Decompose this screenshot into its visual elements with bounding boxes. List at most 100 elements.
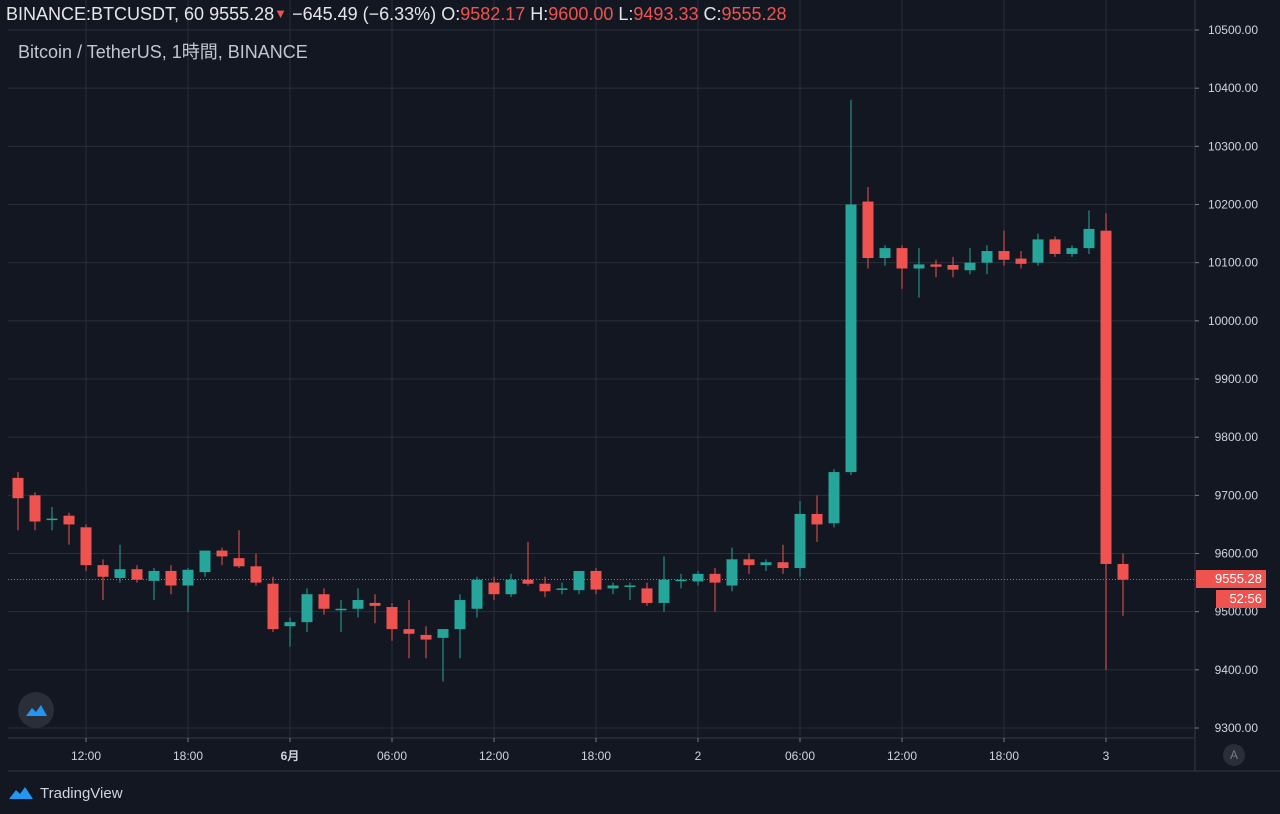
price-tick-label: 10400.00 (1208, 81, 1258, 95)
candle (964, 248, 976, 275)
candle-body (165, 570, 177, 586)
candle-body (1015, 258, 1027, 264)
auto-scale-button[interactable]: A (1223, 744, 1245, 766)
candle-body (267, 583, 279, 630)
candle-body (658, 579, 670, 603)
candle (233, 530, 245, 569)
candle (879, 245, 891, 266)
open-value: 9582.17 (460, 4, 526, 24)
candle (590, 568, 602, 595)
candle (12, 472, 24, 531)
candle (624, 582, 636, 601)
candle-body (114, 569, 126, 578)
time-tick-label: 18:00 (173, 749, 203, 763)
symbol-name[interactable]: BINANCE:BTCUSDT, (6, 4, 180, 24)
price-tick-label: 9900.00 (1215, 372, 1259, 386)
low-value: 9493.33 (633, 4, 699, 24)
candle-body (641, 588, 653, 603)
candle-body (743, 559, 755, 566)
candle (556, 582, 568, 595)
candle-body (216, 550, 228, 557)
candle (46, 506, 58, 531)
close-label: C: (703, 4, 722, 24)
footer-brand[interactable]: TradingView (8, 782, 123, 804)
time-axis[interactable]: 12:00 18:00 6月 06:00 12:00 18:00 2 06:00 12:00 18… (71, 738, 1110, 763)
candle (794, 501, 806, 577)
candle (743, 553, 755, 574)
candle-body (420, 634, 432, 640)
close-value: 9555.28 (721, 4, 787, 24)
candle-body (624, 585, 636, 587)
candle-body (828, 472, 840, 524)
candle (267, 576, 279, 633)
candle (845, 99, 857, 475)
candle-body (403, 629, 415, 634)
candle-body (505, 579, 517, 595)
time-tick-label: 6月 (281, 749, 300, 763)
candle-body (46, 518, 58, 521)
price-tick-label: 10000.00 (1208, 314, 1258, 328)
candle-body (284, 622, 296, 627)
candle (981, 245, 993, 275)
countdown-tag: 52:56 (1216, 590, 1266, 608)
candle-body (539, 583, 551, 592)
candle (1066, 245, 1078, 257)
candle (1100, 213, 1112, 670)
price-tick-label: 10300.00 (1208, 139, 1258, 153)
candle (539, 576, 551, 598)
candle (709, 568, 721, 612)
candle-body (1066, 248, 1078, 254)
tradingview-badge[interactable] (18, 692, 54, 728)
price-tick-label: 9500.00 (1215, 605, 1259, 619)
chart-subtitle: Bitcoin / TetherUS, 1時間, BINANCE (18, 42, 308, 62)
candle-body (590, 570, 602, 590)
price-tick-label: 9300.00 (1215, 721, 1259, 735)
footer-brand-label: TradingView (40, 784, 123, 802)
interval[interactable]: 60 (184, 4, 205, 24)
candle (505, 573, 517, 598)
candle-body (29, 495, 41, 522)
candle-body (182, 569, 194, 586)
price-axis[interactable]: 9300.00 9400.00 9500.00 9600.00 9700.00 9800.… (1195, 23, 1258, 735)
candle (29, 492, 41, 531)
candle-body (896, 248, 908, 269)
candle (369, 594, 381, 624)
candle (1083, 210, 1095, 254)
candle (658, 556, 670, 612)
candle-body (879, 248, 891, 259)
price-tick-label: 10500.00 (1208, 23, 1258, 37)
price-tick-label: 10100.00 (1208, 256, 1258, 270)
candle-body (794, 513, 806, 569)
candle-body (250, 566, 262, 583)
candle (471, 576, 483, 618)
candle (607, 582, 619, 595)
candle-body (1083, 228, 1095, 249)
low-label: L: (618, 4, 634, 24)
candle-body (607, 585, 619, 589)
candle-body (913, 264, 925, 269)
candle (1049, 236, 1061, 257)
candle-body (63, 515, 75, 525)
candle-body (726, 559, 738, 586)
candle-body (301, 594, 313, 623)
last-price: 9555.28 (209, 4, 275, 24)
price-change: −645.49 (−6.33%) (292, 4, 437, 24)
candle (896, 245, 908, 289)
time-tick-label: 06:00 (377, 749, 407, 763)
candle-body (709, 573, 721, 583)
price-tick-label: 9600.00 (1215, 547, 1259, 561)
candle (777, 544, 789, 574)
price-tick-label: 9400.00 (1215, 663, 1259, 677)
candle (80, 524, 92, 571)
candle-body (437, 629, 449, 638)
candle-body (318, 594, 330, 609)
candle-body (352, 600, 364, 609)
horizontal-grid (8, 29, 1195, 729)
candle (420, 626, 432, 659)
time-tick-label: 06:00 (785, 749, 815, 763)
time-tick-label: 12:00 (71, 749, 101, 763)
candle-body (556, 588, 568, 590)
candle (182, 568, 194, 612)
